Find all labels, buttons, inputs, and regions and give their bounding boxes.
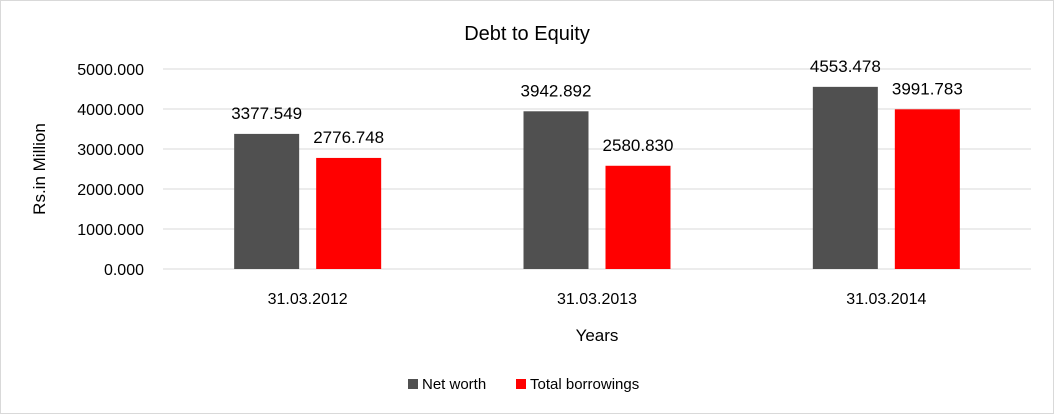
x-axis-ticks: 31.03.2012 31.03.2013 31.03.2014 [268, 291, 927, 308]
x-tick-label: 31.03.2012 [268, 291, 348, 308]
bar-total-borrowings [316, 157, 382, 269]
gridlines [163, 68, 1031, 270]
data-label: 3377.549 [231, 104, 302, 123]
y-tick-label: 0.000 [104, 262, 144, 279]
y-tick-label: 2000.000 [77, 182, 144, 199]
x-axis-title: Years [576, 326, 619, 345]
legend: Net worth Total borrowings [408, 376, 639, 393]
y-tick-label: 1000.000 [77, 222, 144, 239]
data-label: 3942.892 [521, 81, 592, 100]
y-tick-label: 3000.000 [77, 142, 144, 159]
data-label: 3991.783 [892, 79, 963, 98]
data-labels: 3377.549 2776.748 3942.892 2580.830 4553.478… [231, 57, 963, 155]
bar-net-worth [234, 133, 300, 269]
y-tick-label: 5000.000 [77, 62, 144, 79]
legend-label: Total borrowings [530, 376, 639, 393]
y-tick-label: 4000.000 [77, 102, 144, 119]
legend-swatch [516, 379, 526, 389]
y-axis-ticks: 0.000 1000.000 2000.000 3000.000 4000.000 500… [77, 62, 144, 279]
x-tick-label: 31.03.2013 [557, 291, 637, 308]
x-tick-label: 31.03.2014 [846, 291, 926, 308]
data-label: 4553.478 [810, 57, 881, 76]
bar-net-worth [812, 86, 878, 270]
y-axis-title: Rs.in Million [30, 123, 49, 215]
chart-title: Debt to Equity [464, 23, 590, 45]
legend-label: Net worth [422, 376, 486, 393]
bar-total-borrowings [894, 109, 960, 270]
bar-total-borrowings [605, 165, 671, 269]
legend-swatch [408, 379, 418, 389]
data-label: 2776.748 [313, 128, 384, 147]
data-label: 2580.830 [603, 136, 674, 155]
bars [234, 86, 960, 270]
bar-net-worth [523, 111, 589, 269]
